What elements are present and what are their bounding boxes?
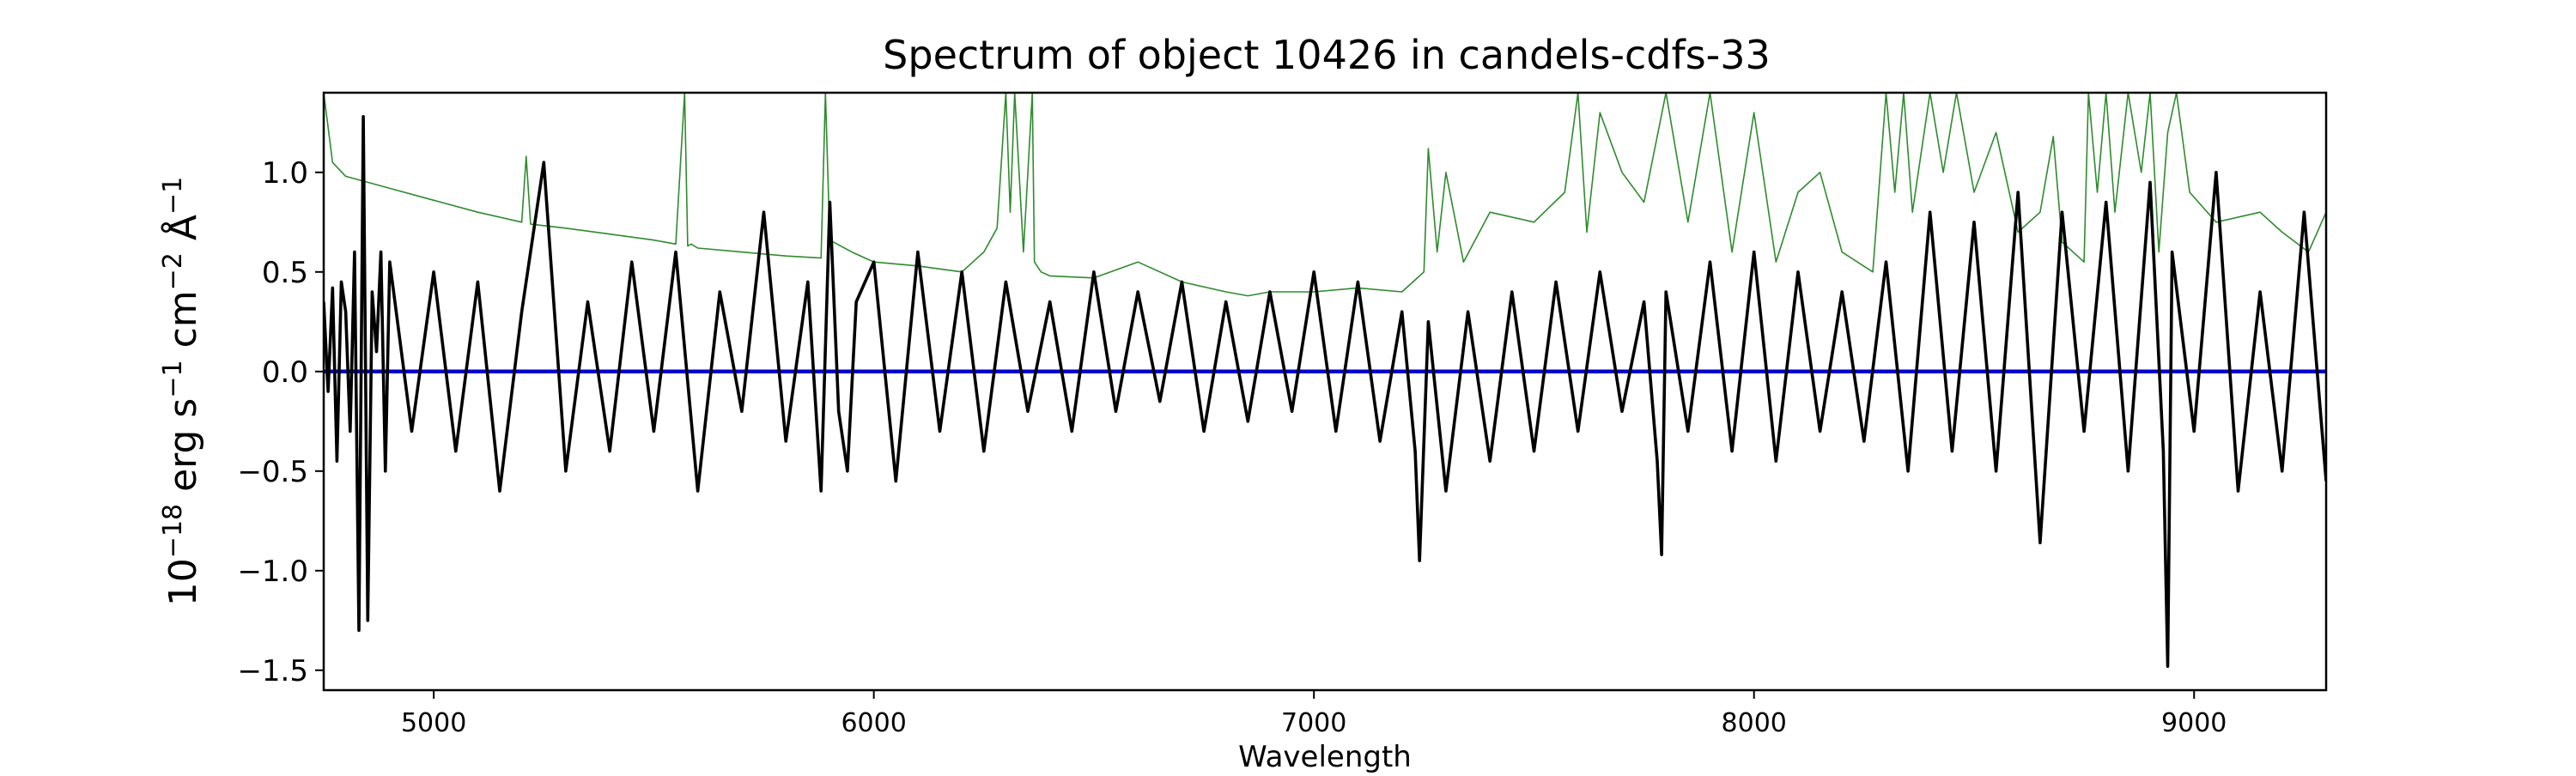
x-tick-label: 7000	[1281, 708, 1346, 738]
flux-series-line	[324, 115, 2326, 669]
y-axis-label-exponent: −1	[158, 177, 188, 215]
y-axis-label-exponent: −2	[158, 252, 188, 290]
y-axis-label-part: cm	[161, 290, 205, 360]
y-axis-label: 10−18 erg s−1 cm−2 Å−1	[158, 177, 206, 606]
x-axis: 5000 6000 7000 8000 9000	[401, 690, 2227, 738]
y-tick-label: −1.5	[237, 654, 308, 688]
x-tick-label: 6000	[841, 708, 906, 738]
x-tick-label: 9000	[2161, 708, 2227, 738]
plot-area-frame	[322, 91, 2328, 692]
y-axis-label-part: Å	[160, 215, 205, 252]
y-axis-label-exponent: −18	[158, 504, 188, 558]
x-tick-label: 5000	[401, 708, 466, 738]
y-tick-label: −1.0	[237, 555, 308, 589]
series-layer	[324, 93, 2326, 669]
error-series-line	[324, 93, 2326, 297]
y-axis-label-exponent: −1	[158, 360, 188, 397]
y-axis-label-part: erg s	[161, 398, 205, 504]
y-tick-label: −0.5	[237, 455, 308, 489]
x-axis-label: Wavelength	[1238, 740, 1412, 773]
y-tick-label: 0.0	[262, 355, 308, 390]
x-tick-label: 8000	[1722, 708, 1787, 738]
y-axis-label-part: 10	[161, 558, 205, 606]
chart-title: Spectrum of object 10426 in candels-cdfs…	[883, 32, 1771, 78]
y-tick-label: 0.5	[262, 256, 308, 290]
y-tick-label: 1.0	[262, 156, 308, 191]
y-axis: 1.0 0.5 0.0 −0.5 −1.0 −1.5	[237, 156, 324, 688]
